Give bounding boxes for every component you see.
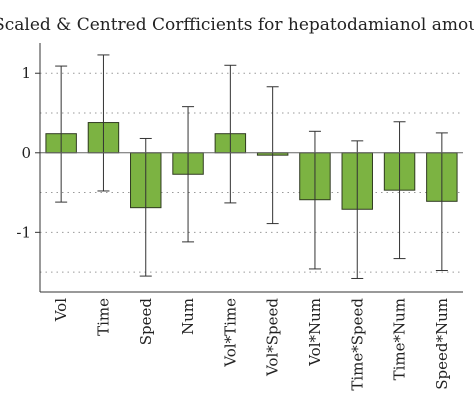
x-tick-label-9: Speed*Num — [433, 298, 451, 390]
x-tick-label-0: Vol — [52, 298, 70, 322]
y-tick-label-0: -1 — [16, 223, 31, 241]
x-tick-label-8: Time*Num — [391, 298, 409, 380]
y-tick-label-2: 1 — [21, 64, 31, 82]
error-bars — [55, 54, 448, 279]
y-axis-ticks: -1 0 1 — [16, 64, 40, 241]
x-tick-label-6: Vol*Num — [306, 298, 324, 367]
x-tick-label-4: Vol*Time — [221, 298, 239, 368]
x-tick-label-5: Vol*Speed — [264, 298, 282, 377]
x-axis-labels: Vol Time Speed Num Vol*Time Vol*Speed Vol*Num T… — [52, 298, 451, 391]
x-tick-label-1: Time — [94, 298, 112, 336]
bars — [45, 122, 458, 210]
y-tick-label-1: 0 — [21, 144, 31, 162]
x-tick-label-7: Time*Speed — [348, 298, 366, 391]
x-tick-label-2: Speed — [137, 298, 155, 346]
chart-title: Scaled & Centred Corfficients for hepato… — [0, 15, 474, 35]
axes — [39, 43, 463, 293]
x-tick-label-3: Num — [179, 298, 197, 335]
gridlines — [40, 72, 463, 273]
